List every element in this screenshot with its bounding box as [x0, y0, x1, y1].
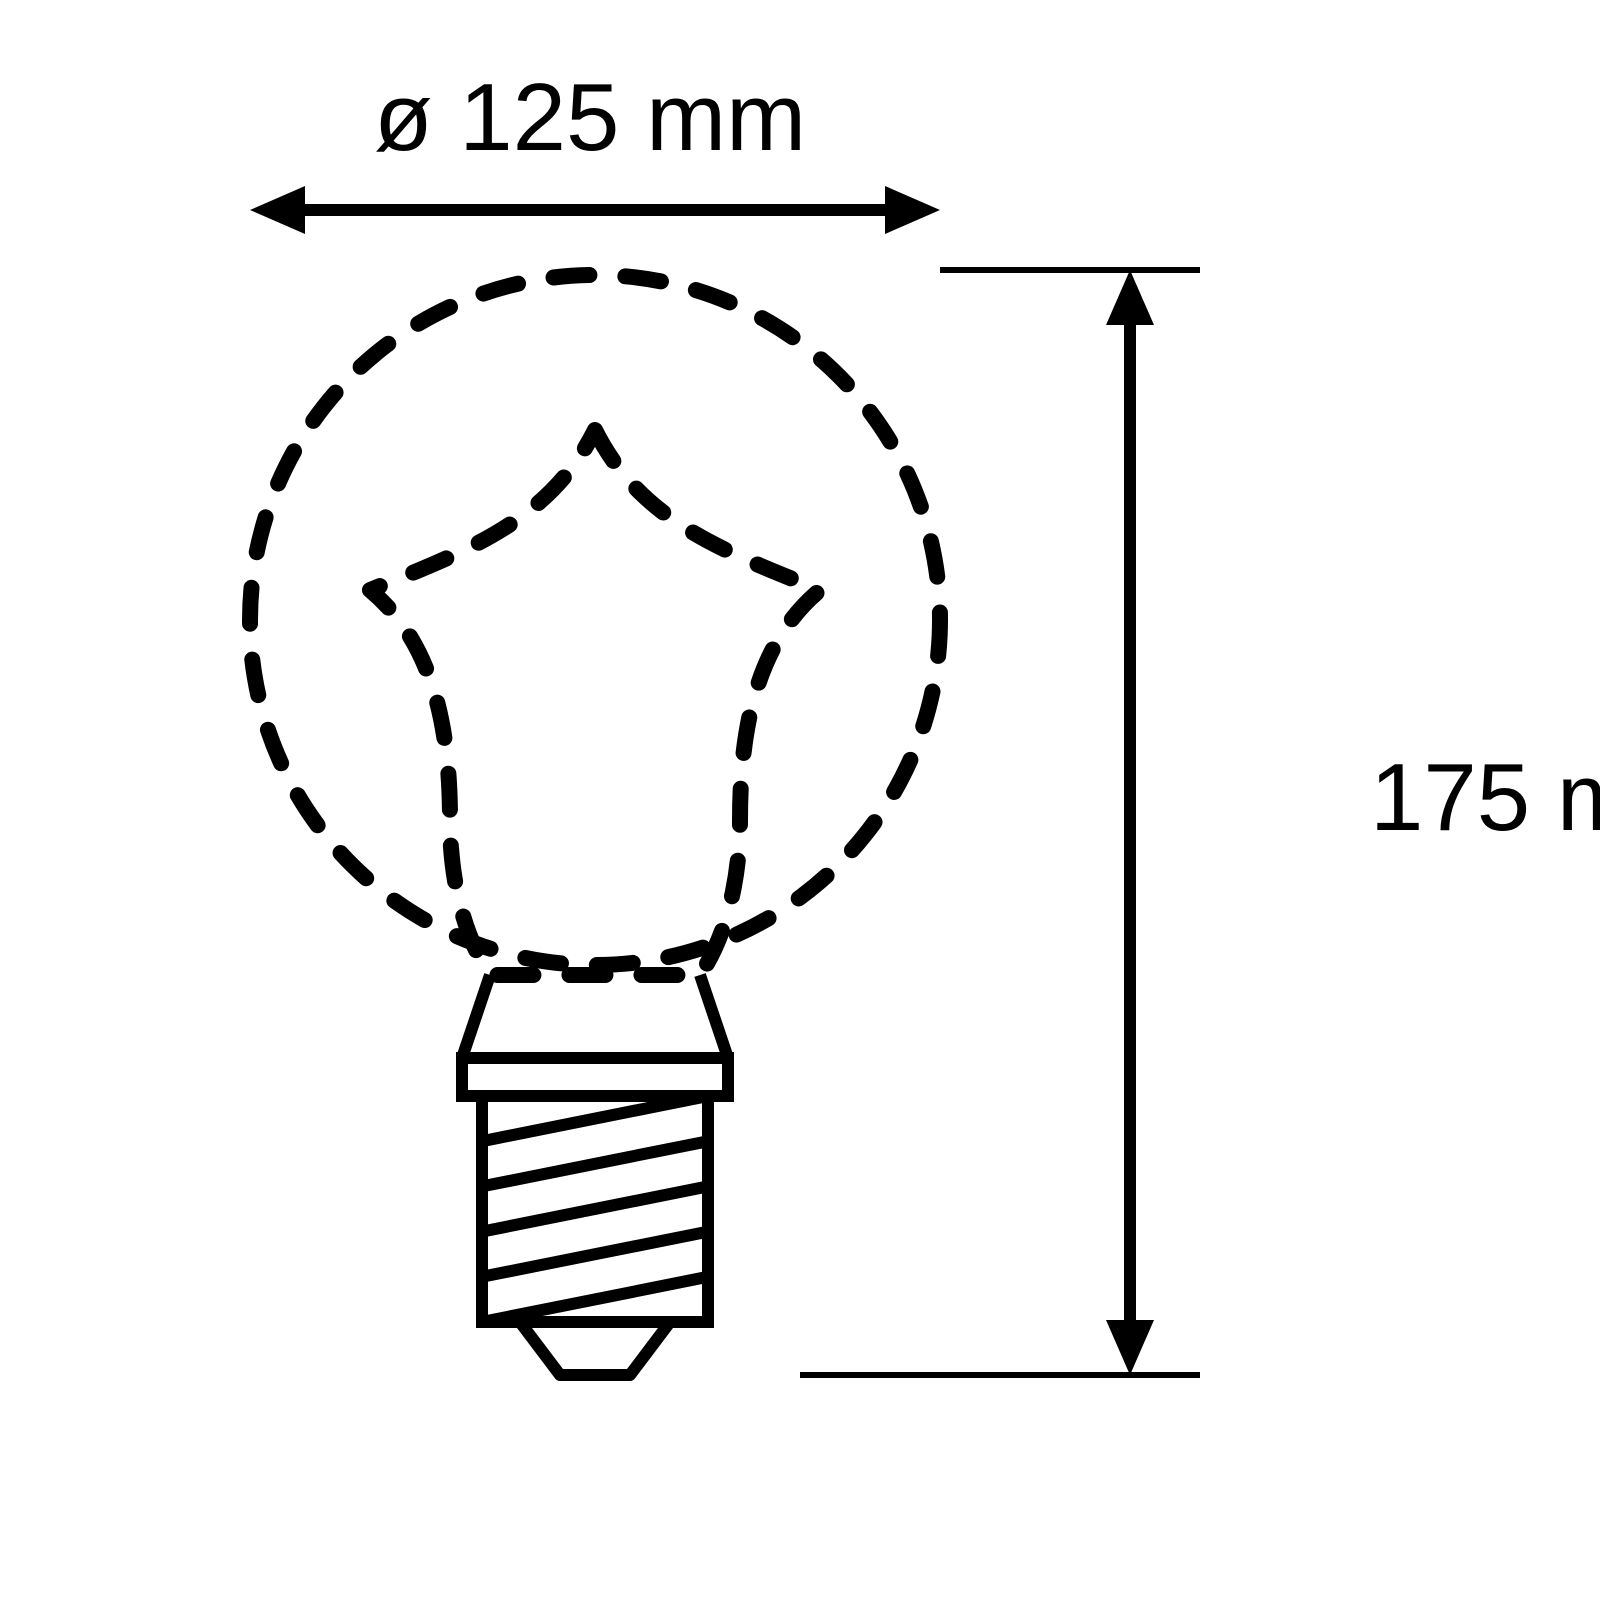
- dim-diameter-label: ø 125 mm: [374, 64, 806, 171]
- dim-height-label: 175 mm: [1370, 744, 1600, 851]
- canvas-bg: [0, 0, 1600, 1600]
